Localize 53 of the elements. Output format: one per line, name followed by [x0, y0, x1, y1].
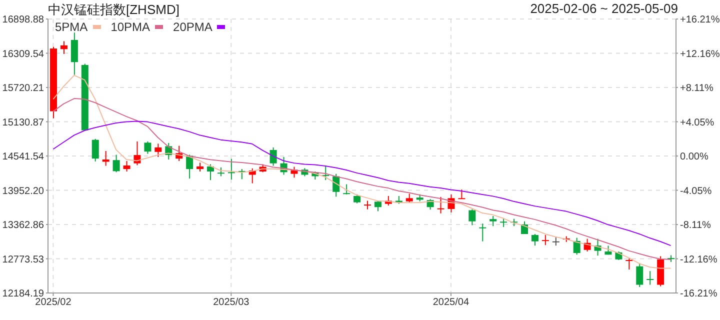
legend-label: 10PMA [110, 20, 150, 34]
y2-tick-label: +8.11% [680, 83, 714, 94]
candlestick [92, 138, 99, 162]
candlestick [479, 223, 486, 242]
y-tick-label: 12773.53 [2, 254, 44, 266]
chart-subtitle: 2025-02-06 ~ 2025-05-09 [530, 1, 678, 16]
y-tick-label: 13362.86 [2, 220, 44, 232]
x-tick-label: 2025/04 [432, 297, 470, 308]
y2-tick-label: -16.21% [680, 288, 718, 300]
y2-tick-label: 0.00% [680, 152, 708, 163]
candlestick [154, 143, 162, 158]
x-tick-label: 2025/03 [213, 297, 250, 308]
line-series [52, 120, 672, 246]
candlestick [646, 270, 654, 286]
y2-tick-label: +16.21% [680, 14, 720, 26]
candlestick [542, 234, 549, 246]
candlestick [144, 140, 152, 154]
candlestick [437, 196, 444, 214]
y-tick-label: 15130.87 [2, 117, 44, 128]
candlestick [458, 189, 466, 200]
y2-tick-label: -4.05% [680, 186, 712, 197]
candlestick [573, 237, 580, 256]
candlestick [123, 160, 130, 172]
y2-tick-label: -8.11% [680, 220, 712, 232]
candlestick [112, 154, 120, 173]
y2-tick-label: +4.05% [680, 117, 714, 128]
candlestick [364, 200, 371, 210]
candlestick [134, 140, 141, 166]
candlestick [60, 40, 68, 54]
candlestick [102, 150, 110, 166]
candlestick [468, 208, 476, 226]
line-series [52, 74, 672, 269]
candlestick [70, 32, 78, 76]
candlestick [490, 215, 497, 227]
y-tick-label: 14541.54 [2, 152, 44, 163]
y-tick-label: 16898.88 [2, 14, 44, 26]
candlestick [626, 258, 633, 270]
candlestick [228, 158, 235, 180]
candlestick [207, 164, 214, 181]
candlestick [531, 234, 538, 246]
legend-label: 20PMA [173, 20, 212, 34]
y-tick-label: 13952.20 [2, 186, 44, 197]
y-tick-label: 15720.21 [2, 83, 44, 94]
y2-tick-label: -12.16% [680, 254, 718, 266]
legend-label: 5PMA [55, 20, 88, 34]
candlestick [322, 165, 330, 181]
candlestick [270, 146, 277, 166]
chart-title: 中汉锰硅指数[ZHSMD] [48, 1, 180, 19]
x-tick-label: 2025/02 [35, 297, 72, 308]
candlestick [343, 184, 350, 195]
candlestick [636, 262, 644, 288]
y2-tick-label: +12.16% [680, 48, 720, 60]
y-tick-label: 16309.54 [2, 48, 44, 60]
